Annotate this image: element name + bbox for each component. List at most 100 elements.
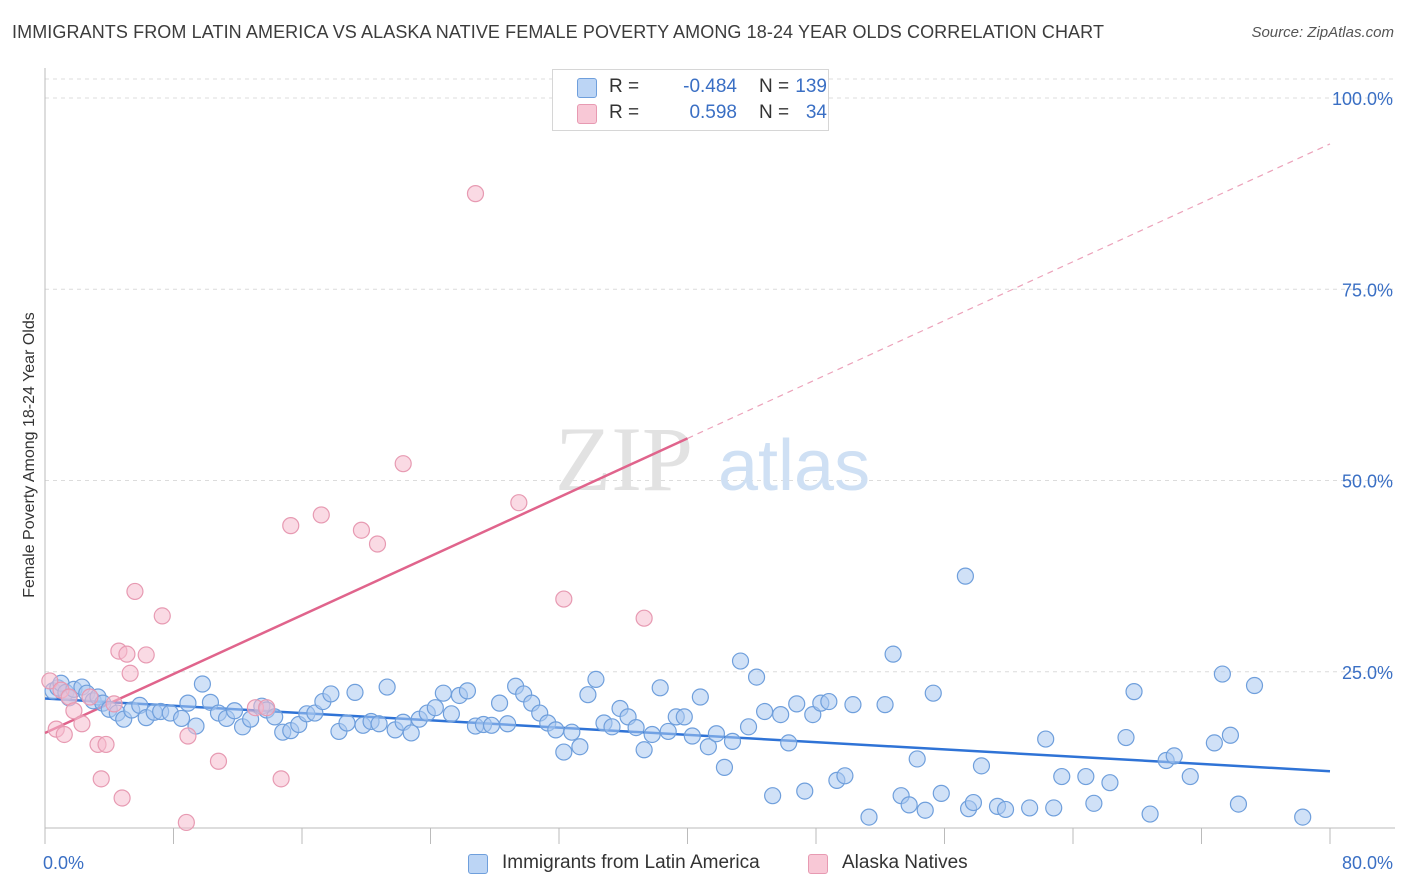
latin-america-point <box>172 709 191 728</box>
latin-america-point <box>699 738 717 756</box>
alaska-native-point <box>81 688 99 706</box>
latin-america-point <box>964 793 983 812</box>
latin-america-point <box>1045 799 1063 817</box>
y-tick-label: 50.0% <box>1342 472 1393 492</box>
r-value: 0.598 <box>689 102 737 123</box>
latin-america-point <box>747 668 766 686</box>
alaska-native-point <box>137 646 155 664</box>
latin-america-point <box>996 800 1015 819</box>
latin-america-point <box>659 722 677 741</box>
alaska-native-point <box>272 770 290 788</box>
y-axis-label: Female Poverty Among 18-24 Year Olds <box>21 312 38 598</box>
latin-america-point <box>193 675 212 693</box>
latin-america-point <box>972 757 991 775</box>
alaska-native-point <box>121 664 139 682</box>
source-label: Source: ZipAtlas.com <box>1251 24 1394 41</box>
latin-america-point <box>884 645 902 663</box>
latin-america-point <box>675 708 693 726</box>
latin-america-point <box>1021 799 1039 817</box>
alaska-native-point <box>92 770 110 788</box>
latin-america-point <box>1085 794 1103 812</box>
latin-america-point <box>1213 665 1231 683</box>
axes <box>44 68 1395 844</box>
latin-america-point <box>932 784 950 802</box>
pink-swatch <box>577 104 597 124</box>
alaska-native-point <box>97 735 115 754</box>
alaska-native-point <box>555 590 573 608</box>
latin-america-point <box>715 758 734 776</box>
latin-america-point <box>547 721 565 739</box>
alaska-native-point <box>153 607 171 625</box>
latin-america-point <box>426 699 444 717</box>
latin-america-point <box>820 692 838 711</box>
latin-america-point <box>370 715 388 733</box>
latin-america-point <box>1245 676 1264 695</box>
data-points <box>41 185 1312 832</box>
latin-america-point <box>490 694 509 712</box>
alaska-native-point <box>126 582 144 601</box>
latin-america-point <box>1141 805 1159 823</box>
latin-america-point <box>1101 774 1119 792</box>
latin-america-point <box>1165 747 1183 765</box>
alaska-native-point <box>635 609 653 627</box>
latin-america-point <box>1077 767 1095 786</box>
latin-america-point <box>378 678 396 696</box>
latin-america-point <box>683 727 701 745</box>
latin-america-point <box>772 705 790 724</box>
latin-america-point <box>402 724 420 742</box>
latin-america-point <box>225 702 244 720</box>
watermark: ZIP atlas <box>555 408 870 510</box>
latin-america-point <box>876 696 894 714</box>
latin-america-point <box>1181 767 1199 786</box>
latin-america-point <box>442 705 460 723</box>
chart-title: IMMIGRANTS FROM LATIN AMERICA VS ALASKA … <box>12 22 1105 42</box>
latin-america-point <box>860 808 878 826</box>
blue-swatch <box>577 78 597 98</box>
latin-america-point <box>643 725 661 744</box>
latin-america-point <box>322 685 340 703</box>
latin-america-point <box>563 723 581 741</box>
latin-america-point <box>916 801 934 819</box>
tick-labels: 25.0% 50.0% 75.0% 100.0% 0.0% 80.0% <box>43 89 1393 873</box>
latin-america-point <box>651 679 669 697</box>
alaska-native-point <box>209 752 228 770</box>
legend-label: Immigrants from Latin America <box>502 852 760 873</box>
alaska-natives-trend-line <box>44 437 689 735</box>
latin-america-point <box>796 782 814 800</box>
latin-america-point <box>731 652 750 670</box>
alaska-native-point <box>258 699 276 717</box>
alaska-native-point <box>282 517 300 535</box>
alaska-native-point <box>312 506 330 524</box>
alaska-natives-trend-extension <box>687 143 1331 439</box>
latin-america-point <box>707 725 726 743</box>
latin-america-point <box>555 743 573 761</box>
alaska-native-point <box>113 789 131 807</box>
latin-america-point <box>571 738 589 756</box>
n-value: 139 <box>795 76 827 97</box>
latin-america-point <box>434 684 452 702</box>
latin-america-point <box>1117 728 1135 747</box>
latin-america-point <box>346 683 364 702</box>
x-tick-label: 80.0% <box>1342 853 1393 873</box>
alaska-native-point <box>368 535 387 553</box>
latin-america-point <box>179 694 197 712</box>
alaska-native-point <box>352 521 371 539</box>
latin-america-point <box>900 796 918 814</box>
alaska-native-point <box>394 455 412 473</box>
alaska-native-point <box>510 494 528 512</box>
latin-america-point <box>691 688 709 706</box>
latin-america-point <box>764 787 782 805</box>
latin-america-point <box>482 716 501 734</box>
alaska-native-point <box>41 672 59 690</box>
latin-america-point <box>1125 683 1143 701</box>
latin-america-point <box>587 670 605 689</box>
y-tick-label: 25.0% <box>1342 663 1393 683</box>
latin-america-point <box>780 734 798 752</box>
latin-america-point <box>579 686 597 704</box>
alaska-native-point <box>73 715 91 733</box>
alaska-native-point <box>177 813 195 832</box>
alaska-native-point <box>65 702 83 720</box>
latin-america-point <box>908 750 926 768</box>
latin-america-point <box>338 714 356 732</box>
